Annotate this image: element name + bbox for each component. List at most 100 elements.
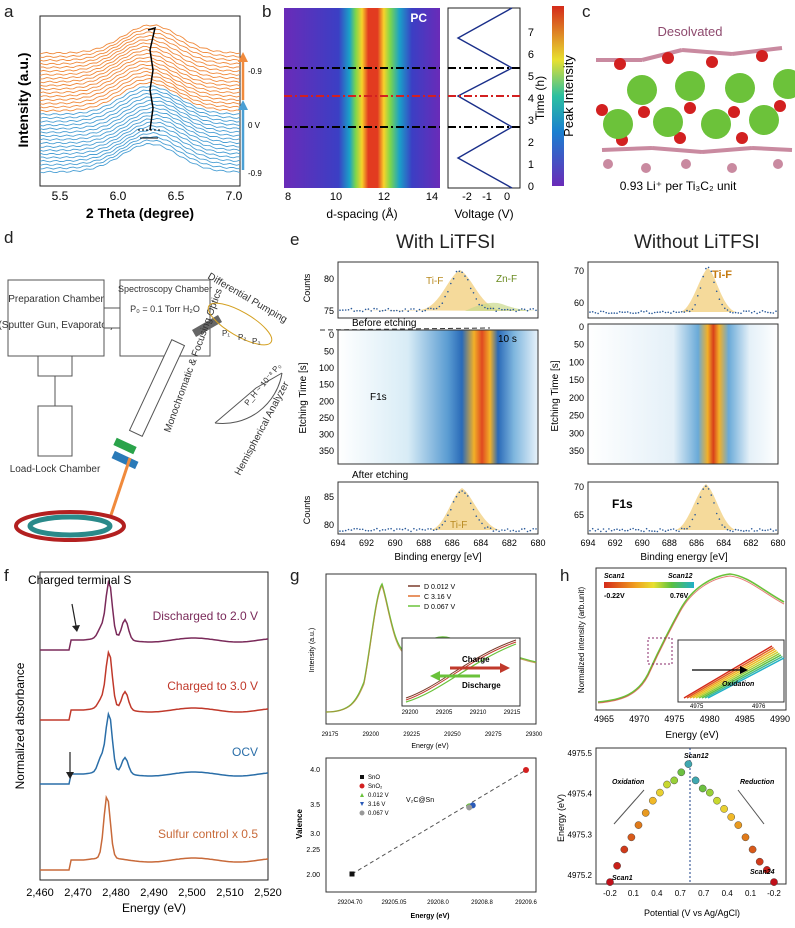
panel-e-data-point: [619, 311, 621, 313]
panel-e-data-point: [721, 524, 723, 526]
panel-e-data-point: [470, 288, 472, 290]
panel-b-heatmap: [284, 8, 440, 188]
panel-e-data-point: [735, 529, 737, 531]
panel-e-data-point: [597, 313, 599, 315]
panel-e-data-point: [530, 308, 532, 310]
panel-e-data-point: [762, 310, 764, 312]
panel-e-right-tif: Ti-F: [712, 269, 732, 281]
panel-e-data-point: [382, 529, 384, 531]
panel-h-scan-point: [728, 813, 735, 820]
panel-e-data-point: [646, 528, 648, 530]
panel-b-xtick-right: -2: [462, 191, 472, 203]
panel-e-data-point: [459, 271, 461, 273]
panel-e-data-point: [521, 528, 523, 530]
panel-c-lithium-atom: [675, 71, 705, 101]
panel-e-data-point: [678, 311, 680, 313]
panel-e-ytick: 80: [324, 274, 334, 284]
panel-e-data-point: [495, 310, 497, 312]
panel-e-data-point: [616, 528, 618, 530]
panel-e-xtick: 692: [608, 538, 623, 548]
panel-e-data-point: [373, 529, 375, 531]
panel-e-data-point: [764, 311, 766, 313]
panel-e-data-point: [735, 312, 737, 314]
panel-e-data-point: [705, 485, 707, 487]
panel-h-scan-point: [699, 785, 706, 792]
panel-b-xtick: 8: [285, 191, 291, 203]
panel-e-data-point: [422, 529, 424, 531]
panel-e-data-point: [767, 312, 769, 314]
panel-e-data-point: [705, 268, 707, 270]
panel-e-data-point: [518, 309, 520, 311]
panel-e-xtick: 688: [416, 538, 431, 548]
panel-c-title: Desolvated: [657, 24, 722, 39]
panel-e-data-point: [635, 312, 637, 314]
panel-c-oxygen-atom: [638, 106, 650, 118]
panel-h-xtick: -0.2: [603, 889, 617, 898]
panel-e-data-point: [442, 524, 444, 526]
panel-e-data-point: [738, 529, 740, 531]
panel-e-data-point: [746, 310, 748, 312]
panel-e-data-point: [624, 530, 626, 532]
panel-h-colorbar: [604, 582, 694, 588]
panel-e-ytick: 250: [319, 413, 334, 423]
panel-e-data-point: [353, 528, 355, 530]
panel-d-p1: P₁: [222, 329, 230, 338]
panel-e-xtick: 682: [502, 538, 517, 548]
panel-b-ylabel: Time (h): [533, 76, 547, 120]
panel-e-data-point: [748, 310, 750, 312]
panel-e-data-point: [608, 313, 610, 315]
panel-g-top-xtick: 29275: [485, 732, 502, 738]
panel-e-data-point: [743, 310, 745, 312]
panel-h-cbar-min: -0.22V: [604, 593, 625, 600]
panel-e-data-point: [697, 503, 699, 505]
panel-a-xrd-curve: [40, 28, 240, 57]
panel-h-scan-point: [614, 862, 621, 869]
panel-e-data-point: [676, 312, 678, 314]
panel-h-scan-point: [628, 834, 635, 841]
panel-c-bond: [702, 148, 752, 152]
panel-e-data-point: [729, 530, 731, 532]
panel-f-xtick: 2,490: [140, 887, 168, 899]
panel-e-data-point: [510, 530, 512, 532]
panel-e-data-point: [385, 309, 387, 311]
panel-d-prep-sub: (Sputter Gun, Evaporator): [0, 320, 114, 331]
panel-e-data-point: [410, 531, 412, 533]
panel-h-xtick: 0.4: [651, 889, 663, 898]
panel-g-ytick: 2.00: [306, 872, 320, 879]
panel-d-spec-pressure: P₀ = 0.1 Torr H₂O: [130, 304, 200, 314]
panel-e-ytick: 350: [569, 446, 584, 456]
panel-e-data-point: [764, 530, 766, 532]
panel-e-data-point: [348, 309, 350, 311]
panel-e-data-point: [719, 298, 721, 300]
panel-e-data-point: [616, 312, 618, 314]
panel-c-ti-atom: [773, 159, 783, 169]
panel-a-ylabel: Intensity (a.u.): [15, 53, 31, 148]
panel-b-ytick: 7: [528, 27, 534, 39]
panel-e-data-point: [370, 310, 372, 312]
panel-e-xtick: 694: [580, 538, 595, 548]
panel-g-top-xticks: 29175 29200 29225 29250 29275 29300: [322, 732, 543, 738]
panel-e-data-point: [748, 530, 750, 532]
panel-e-data-point: [670, 312, 672, 314]
panel-e-data-point: [524, 309, 526, 311]
panel-e-data-point: [746, 530, 748, 532]
panel-e-data-point: [727, 529, 729, 531]
panel-h-scan-point: [742, 834, 749, 841]
panel-e-data-point: [619, 529, 621, 531]
panel-f-label-charged: Charged to 3.0 V: [167, 679, 258, 693]
panel-c-lithium-atom: [653, 107, 683, 137]
panel-e-data-point: [359, 310, 361, 312]
panel-e-data-point: [775, 529, 777, 531]
panel-e-data-point: [430, 308, 432, 310]
panel-e-xtick: 686: [445, 538, 460, 548]
panel-c-lithium-atom: [749, 105, 779, 135]
panel-e-data-point: [399, 528, 401, 530]
panel-c-lithium-atom: [701, 109, 731, 139]
panel-f-xticks: 2,460 2,470 2,480 2,490 2,500 2,510 2,520: [26, 887, 282, 899]
panel-e-data-point: [416, 310, 418, 312]
panel-a-chart: -0.9 V 0 V -0.9 V 5.5 6.0 6.5 7.0 2 Thet…: [0, 0, 262, 228]
panel-e-before-label: Before etching: [352, 318, 417, 329]
panel-c-lithium-atom: [773, 69, 795, 99]
panel-e-ytick: 300: [569, 428, 584, 438]
panel-e-data-point: [662, 529, 664, 531]
